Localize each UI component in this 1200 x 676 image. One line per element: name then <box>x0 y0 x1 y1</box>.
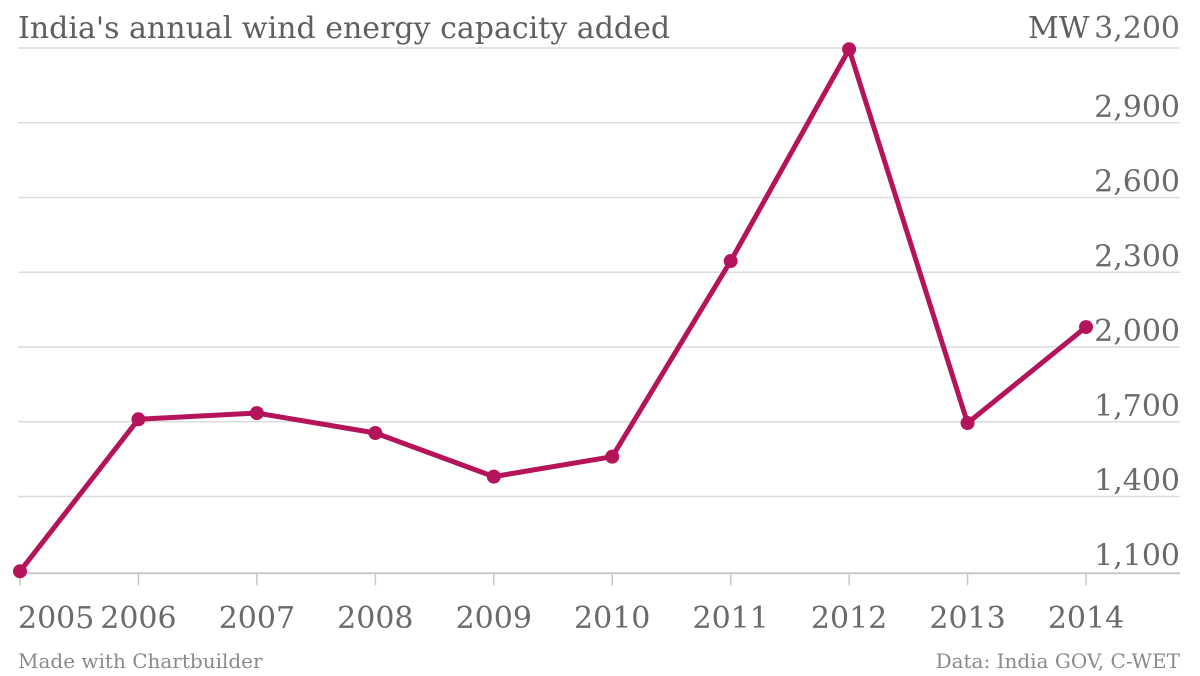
y-tick-label: 1,100 <box>1094 538 1180 573</box>
data-point-2006 <box>131 412 146 427</box>
x-tick-label: 2005 <box>18 601 94 636</box>
data-point-2011 <box>723 254 738 269</box>
chart-title: India's annual wind energy capacity adde… <box>18 11 670 46</box>
y-tick-label: 1,700 <box>1094 389 1180 424</box>
x-tick-label: 2006 <box>100 601 176 636</box>
data-point-2009 <box>486 469 501 484</box>
x-tick-label: 2007 <box>219 601 295 636</box>
gridlines <box>18 47 1180 498</box>
data-point-2008 <box>368 426 383 441</box>
footer-source: Data: India GOV, C-WET <box>936 649 1181 673</box>
x-axis <box>18 572 1180 586</box>
x-tick-label: 2008 <box>337 601 413 636</box>
x-tick-label: 2014 <box>1048 601 1124 636</box>
x-tick-label: 2012 <box>811 601 887 636</box>
y-tick-label: 2,600 <box>1094 165 1180 200</box>
y-tick-label: 2,300 <box>1094 239 1180 274</box>
data-point-2007 <box>249 406 264 421</box>
series-line <box>17 46 1089 574</box>
x-tick-label: 2010 <box>574 601 650 636</box>
y-tick-labels: 1,100 1,400 1,700 2,000 2,300 2,600 2,900 3,200 <box>1094 11 1180 573</box>
x-tick-label: 2011 <box>692 601 768 636</box>
data-point-2012 <box>842 42 857 57</box>
data-point-2010 <box>605 449 620 464</box>
y-tick-label: 1,400 <box>1094 464 1180 499</box>
data-point-2014 <box>1079 320 1093 335</box>
y-tick-label: 3,200 <box>1094 11 1180 46</box>
series-layer <box>13 42 1093 579</box>
x-tick-labels: 2005 2006 2007 2008 2009 2010 2011 2012 2013 2014 <box>18 601 1124 636</box>
footer-credit: Made with Chartbuilder <box>18 649 263 673</box>
y-tick-label: 2,000 <box>1094 314 1180 349</box>
data-point-2005 <box>13 564 27 579</box>
x-tick-label: 2013 <box>929 601 1005 636</box>
x-tick-label: 2009 <box>456 601 532 636</box>
y-tick-label: 2,900 <box>1094 90 1180 125</box>
y-unit-label: MW <box>1028 11 1090 46</box>
data-point-2013 <box>960 416 975 431</box>
